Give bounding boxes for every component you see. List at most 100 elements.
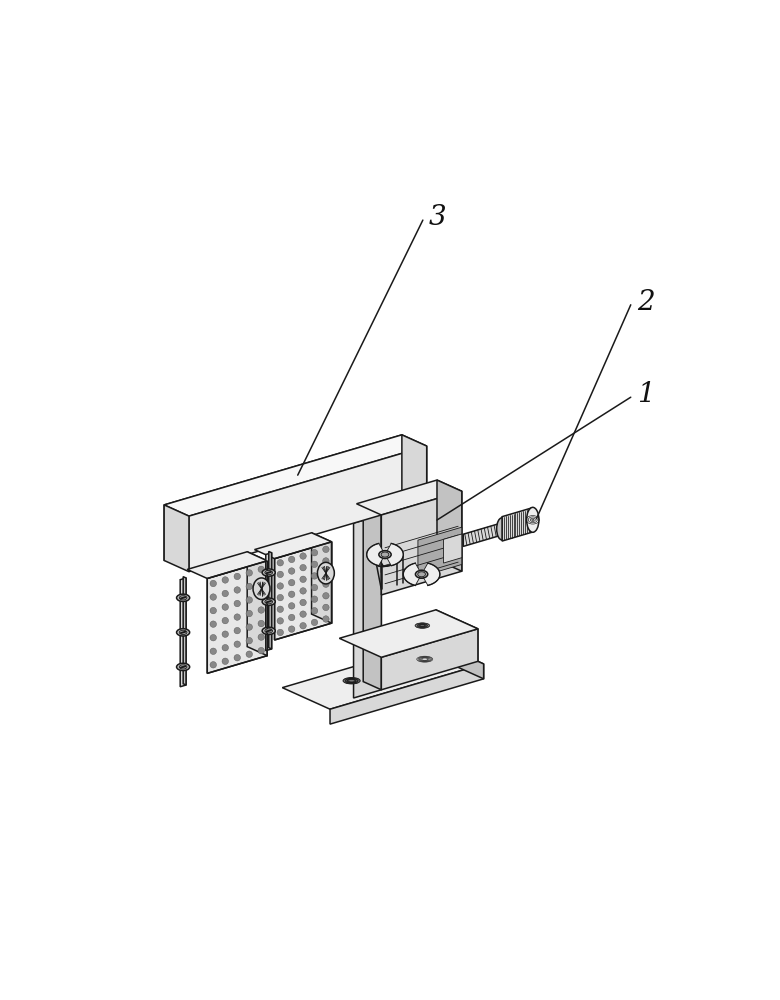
Circle shape <box>234 573 240 580</box>
Circle shape <box>210 607 217 614</box>
Circle shape <box>300 564 307 571</box>
Polygon shape <box>385 543 403 566</box>
Polygon shape <box>187 552 268 578</box>
Polygon shape <box>311 533 332 623</box>
Polygon shape <box>381 629 478 690</box>
Circle shape <box>222 577 229 583</box>
Circle shape <box>300 588 307 594</box>
Circle shape <box>246 624 253 630</box>
Circle shape <box>289 591 295 597</box>
Polygon shape <box>463 523 502 546</box>
Polygon shape <box>402 435 427 502</box>
Circle shape <box>246 597 253 603</box>
Circle shape <box>246 637 253 644</box>
Polygon shape <box>418 527 462 577</box>
Circle shape <box>210 621 217 627</box>
Ellipse shape <box>418 572 425 577</box>
Circle shape <box>311 596 317 602</box>
Circle shape <box>234 641 240 647</box>
Polygon shape <box>207 561 268 673</box>
Circle shape <box>258 620 264 627</box>
Circle shape <box>277 606 283 612</box>
Ellipse shape <box>416 570 427 578</box>
Ellipse shape <box>346 678 358 683</box>
Ellipse shape <box>262 627 275 635</box>
Ellipse shape <box>417 656 434 662</box>
Polygon shape <box>282 642 484 709</box>
Circle shape <box>289 614 295 621</box>
Circle shape <box>246 570 253 576</box>
Ellipse shape <box>317 562 335 584</box>
Ellipse shape <box>526 507 539 532</box>
Polygon shape <box>381 502 427 573</box>
Polygon shape <box>254 533 332 559</box>
Ellipse shape <box>347 679 356 682</box>
Circle shape <box>258 580 264 586</box>
Polygon shape <box>363 507 381 690</box>
Circle shape <box>234 627 240 634</box>
Polygon shape <box>266 553 271 651</box>
Polygon shape <box>381 491 462 595</box>
Circle shape <box>210 580 217 587</box>
Circle shape <box>300 599 307 606</box>
Polygon shape <box>269 551 271 649</box>
Polygon shape <box>436 642 484 679</box>
Ellipse shape <box>265 629 272 633</box>
Circle shape <box>222 590 229 597</box>
Circle shape <box>234 655 240 661</box>
Polygon shape <box>444 534 462 563</box>
Circle shape <box>311 549 317 556</box>
Circle shape <box>222 604 229 610</box>
Circle shape <box>210 662 217 668</box>
Circle shape <box>289 626 295 632</box>
Circle shape <box>210 594 217 600</box>
Circle shape <box>323 546 329 553</box>
Polygon shape <box>164 505 189 572</box>
Circle shape <box>210 634 217 641</box>
Ellipse shape <box>176 663 190 671</box>
Circle shape <box>323 616 329 622</box>
Text: 3: 3 <box>429 204 447 231</box>
Polygon shape <box>164 435 427 516</box>
Polygon shape <box>339 610 478 657</box>
Ellipse shape <box>416 570 427 578</box>
Polygon shape <box>180 578 186 687</box>
Circle shape <box>323 581 329 587</box>
Polygon shape <box>247 552 268 656</box>
Circle shape <box>277 618 283 624</box>
Polygon shape <box>275 542 332 640</box>
Circle shape <box>277 571 283 578</box>
Circle shape <box>234 600 240 607</box>
Circle shape <box>289 579 295 586</box>
Circle shape <box>323 593 329 599</box>
Ellipse shape <box>176 594 190 601</box>
Ellipse shape <box>417 624 427 627</box>
Ellipse shape <box>418 572 425 577</box>
Circle shape <box>258 634 264 640</box>
Text: 1: 1 <box>637 381 654 408</box>
Ellipse shape <box>419 657 431 661</box>
Ellipse shape <box>415 623 430 628</box>
Circle shape <box>289 568 295 574</box>
Circle shape <box>246 583 253 590</box>
Polygon shape <box>502 508 533 541</box>
Circle shape <box>289 556 295 563</box>
Circle shape <box>222 644 229 651</box>
Polygon shape <box>367 543 385 566</box>
Ellipse shape <box>379 551 391 558</box>
Circle shape <box>277 583 283 589</box>
Circle shape <box>311 584 317 591</box>
Text: 2: 2 <box>637 289 654 316</box>
Circle shape <box>323 558 329 564</box>
Circle shape <box>258 593 264 600</box>
Ellipse shape <box>262 569 275 576</box>
Ellipse shape <box>379 551 391 558</box>
Polygon shape <box>330 664 484 724</box>
Polygon shape <box>437 480 462 571</box>
Ellipse shape <box>381 552 389 557</box>
Circle shape <box>277 560 283 566</box>
Circle shape <box>222 631 229 637</box>
Ellipse shape <box>381 552 389 557</box>
Circle shape <box>300 611 307 617</box>
Circle shape <box>277 594 283 601</box>
